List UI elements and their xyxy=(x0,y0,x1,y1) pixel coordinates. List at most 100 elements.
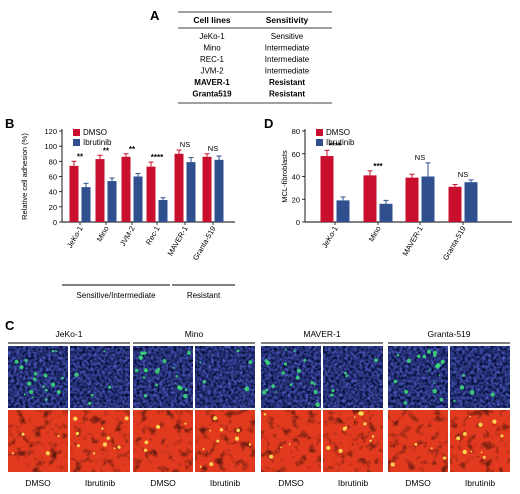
stained-spot xyxy=(21,432,25,436)
y-tick-label: 80 xyxy=(49,157,57,166)
fluorescence-spot xyxy=(184,388,188,391)
fluorescence-spot xyxy=(271,384,276,389)
stained-spot xyxy=(144,440,149,445)
fluorescence-texture xyxy=(133,346,193,408)
stained-spot xyxy=(478,422,483,427)
fluorescence-spot xyxy=(32,396,34,399)
fluorescence-spot xyxy=(396,353,400,357)
y-axis-label: MCL-fibroblasts xyxy=(280,150,289,203)
fluorescence-spot xyxy=(44,398,48,401)
fluorescence-spot xyxy=(27,381,32,386)
stained-spot xyxy=(199,465,202,468)
stained-spot xyxy=(209,429,212,432)
fluorescence-spot xyxy=(459,385,465,390)
fluorescence-spot xyxy=(108,385,112,389)
fluorescence-texture xyxy=(261,346,321,408)
fluorescence-spot xyxy=(439,397,444,402)
table-cell-sensitivity: Sensitive xyxy=(271,32,304,41)
fluorescence-spot xyxy=(19,365,24,370)
fluorescence-spot xyxy=(236,349,240,353)
stained-texture xyxy=(388,410,448,472)
stained-spot xyxy=(338,448,343,453)
stained-spot xyxy=(73,416,78,421)
stained-spot xyxy=(470,450,473,453)
sensitivity-table: Cell lines Sensitivity JeKo-1 Sensitive Mi… xyxy=(178,11,332,104)
panel-label-b: B xyxy=(5,116,14,131)
stained-spot xyxy=(155,424,161,430)
fluorescence-spot xyxy=(143,394,147,398)
fluorescence-spot xyxy=(202,380,207,384)
stained-texture xyxy=(323,410,383,472)
y-tick-label: 40 xyxy=(292,173,300,182)
bar-ibrutinib xyxy=(336,200,350,222)
table-header-sensitivity: Sensitivity xyxy=(266,15,309,25)
stained-spot xyxy=(184,422,187,425)
stained-spot xyxy=(462,432,467,436)
fluorescence-spot xyxy=(199,361,202,364)
stained-spot xyxy=(216,439,220,443)
chart-d-fibroblasts: 0 20 40 60 80 MCL-fibroblasts **** JeKo-1 *** Min… xyxy=(280,127,512,262)
stained-spot xyxy=(92,452,96,455)
stained-texture xyxy=(70,410,130,472)
stained-spot xyxy=(462,449,467,455)
fluorescence-spot xyxy=(427,349,432,354)
micrograph-header: MAVER-1 xyxy=(303,329,340,339)
stained-spot xyxy=(209,462,214,467)
stained-texture xyxy=(261,410,321,472)
bar-dmso xyxy=(320,156,334,222)
x-tick-label: Rec-1 xyxy=(144,225,162,247)
stained-spot xyxy=(482,455,486,459)
significance-label: NS xyxy=(180,140,190,149)
significance-label: NS xyxy=(458,170,468,179)
significance-label: ** xyxy=(103,146,110,155)
stained-spot xyxy=(371,435,375,438)
significance-label: **** xyxy=(151,153,164,162)
legend-swatch-ibrutinib xyxy=(316,139,323,146)
fluorescence-texture xyxy=(450,346,510,408)
stained-spot xyxy=(363,422,367,426)
treatment-label: Ibrutinib xyxy=(465,478,496,488)
stained-spot xyxy=(45,451,50,456)
micrograph-header: Mino xyxy=(185,329,204,339)
fluorescence-spot xyxy=(438,374,441,377)
table-cell-line: Granta519 xyxy=(192,90,232,99)
panel-label-d: D xyxy=(264,116,273,131)
legend-swatch-ibrutinib xyxy=(73,139,80,146)
fluorescence-spot xyxy=(469,390,475,395)
y-tick-label: 100 xyxy=(44,142,57,151)
legend-label-dmso: DMSO xyxy=(83,128,107,137)
stained-spot xyxy=(353,416,356,418)
fluorescence-spot xyxy=(186,350,191,355)
bar-dmso xyxy=(174,153,184,222)
bar-ibrutinib xyxy=(421,176,435,222)
stained-texture xyxy=(8,410,68,472)
fluorescence-spot xyxy=(310,381,314,385)
treatment-label: Ibrutinib xyxy=(85,478,116,488)
stained-spot xyxy=(219,428,224,432)
x-tick-label: MAVER-1 xyxy=(166,225,190,258)
panel-label-a: A xyxy=(150,8,160,23)
table-cell-sensitivity: Intermediate xyxy=(265,44,310,53)
table-cell-line: JVM-2 xyxy=(200,67,224,76)
bar-ibrutinib xyxy=(81,187,91,222)
treatment-label: DMSO xyxy=(25,478,51,488)
stained-spot xyxy=(57,434,60,438)
fluorescence-spot xyxy=(295,375,300,380)
fluorescence-texture xyxy=(195,346,255,408)
fluorescence-spot xyxy=(406,358,412,363)
x-tick-label: Granta-519 xyxy=(191,225,218,262)
fluorescence-spot xyxy=(330,393,334,397)
stained-spot xyxy=(212,416,218,421)
stained-spot xyxy=(75,431,80,436)
stained-spot xyxy=(359,411,364,416)
stained-spot xyxy=(456,436,461,441)
bar-dmso xyxy=(69,165,79,222)
x-tick-label: Granta-519 xyxy=(441,225,468,262)
fluorescence-spot xyxy=(178,386,183,391)
table-cell-line: Mino xyxy=(203,44,221,53)
fluorescence-spot xyxy=(331,389,335,393)
x-tick-label: JVM-2 xyxy=(118,225,137,248)
bar-ibrutinib xyxy=(214,159,224,222)
x-tick-label: Mino xyxy=(95,225,111,244)
